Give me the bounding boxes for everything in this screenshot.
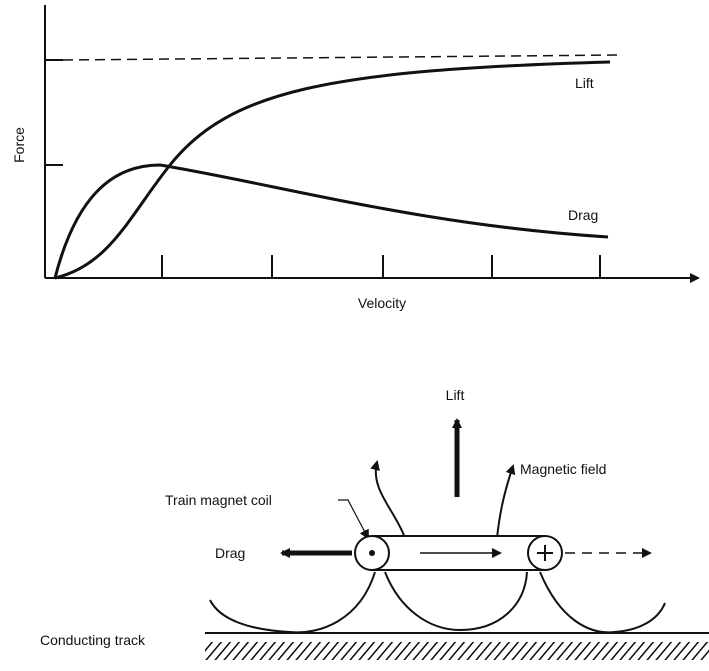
y-axis-label: Force [11, 127, 27, 163]
asymptote [63, 55, 620, 60]
lift-label: Lift [446, 387, 465, 403]
lift-curve [55, 62, 610, 278]
curve-label: Lift [575, 75, 594, 91]
coil-label: Train magnet coil [165, 492, 272, 508]
current-out [369, 550, 375, 556]
drag-label: Drag [215, 545, 245, 561]
field-label: Magnetic field [520, 461, 606, 477]
x-axis-label: Velocity [358, 295, 406, 311]
drag-curve [55, 165, 608, 278]
force-velocity-chart: Lift Drag Force Velocity [11, 5, 698, 311]
track-label: Conducting track [40, 632, 146, 648]
coil-leader [338, 500, 368, 538]
figure: Lift Drag Force Velocity Lift Magnetic f… [0, 0, 709, 671]
field-line [376, 462, 405, 538]
curve-label: Drag [568, 207, 598, 223]
field-line [210, 572, 375, 632]
field-line [540, 572, 665, 632]
field-line [385, 572, 527, 630]
track-hatch [205, 642, 709, 660]
levitation-schematic: Lift Magnetic field Train magnet coil Dr… [40, 387, 709, 660]
field-line [497, 466, 513, 538]
